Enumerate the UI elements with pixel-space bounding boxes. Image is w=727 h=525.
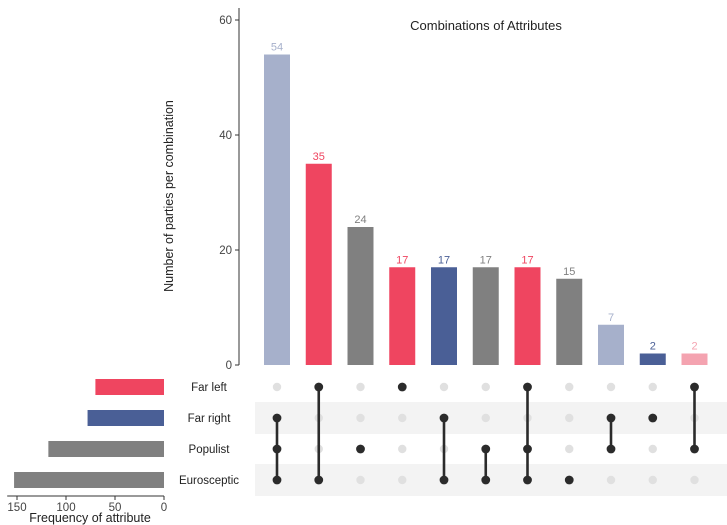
matrix-dot-filled <box>314 383 323 392</box>
matrix-dot-filled <box>648 414 657 423</box>
y-tick-label: 40 <box>219 130 232 142</box>
bar-value-label: 24 <box>354 214 366 226</box>
matrix-dot-filled <box>481 476 490 485</box>
bar-value-label: 17 <box>438 254 450 266</box>
bar-value-label: 7 <box>608 312 614 324</box>
matrix-dot-filled <box>523 476 532 485</box>
set-axis-tick-label: 150 <box>7 502 26 514</box>
matrix-dot-filled <box>356 445 365 454</box>
set-name-label: Eurosceptic <box>179 475 239 487</box>
intersection-bar <box>306 164 332 365</box>
set-name-label: Far right <box>188 413 232 425</box>
bar-value-label: 2 <box>691 341 697 353</box>
matrix-dot-empty <box>356 476 364 484</box>
intersection-bar <box>473 267 499 365</box>
intersection-bar <box>264 55 290 366</box>
bar-value-label: 54 <box>271 42 283 54</box>
set-size-axis-label: Frequency of attribute <box>29 511 151 525</box>
matrix-dot-empty <box>398 445 406 453</box>
intersection-bars <box>264 55 708 366</box>
intersection-bar <box>389 267 415 365</box>
matrix-dot-empty <box>398 414 406 422</box>
matrix-dot-empty <box>649 383 657 391</box>
bar-value-label: 15 <box>563 266 575 278</box>
matrix-dot-filled <box>314 476 323 485</box>
bar-value-label: 2 <box>650 341 656 353</box>
intersection-bar <box>598 325 624 365</box>
matrix-dot-empty <box>565 383 573 391</box>
set-name-label: Far left <box>191 382 228 394</box>
matrix-dot-filled <box>523 445 532 454</box>
matrix-dot-filled <box>440 414 449 423</box>
matrix-dot-empty <box>565 445 573 453</box>
intersection-bar <box>556 279 582 365</box>
chart-title: Combinations of Attributes <box>410 18 562 33</box>
y-tick-label: 20 <box>219 245 232 257</box>
matrix-dot-filled <box>607 414 616 423</box>
intersection-bar <box>682 354 708 366</box>
intersection-bar <box>640 354 666 366</box>
set-axis-tick-label: 100 <box>56 502 75 514</box>
set-size-bar <box>95 379 164 395</box>
y-tick-label: 60 <box>219 15 232 27</box>
matrix-dot-empty <box>482 383 490 391</box>
matrix-dot-empty <box>690 476 698 484</box>
matrix-dot-filled <box>607 445 616 454</box>
matrix-dot-empty <box>649 445 657 453</box>
y-tick-label: 0 <box>226 360 232 372</box>
matrix-dot-filled <box>273 445 282 454</box>
matrix-dot-empty <box>356 414 364 422</box>
matrix-dot-filled <box>523 383 532 392</box>
intersection-bar <box>515 267 541 365</box>
matrix-dot-filled <box>481 445 490 454</box>
y-axis-label: Number of parties per combination <box>162 100 176 292</box>
matrix-dot-filled <box>565 476 574 485</box>
set-size-bar <box>14 472 164 488</box>
matrix-dot-empty <box>607 383 615 391</box>
matrix-dot-empty <box>482 414 490 422</box>
set-size-bar <box>88 410 164 426</box>
matrix-dot-empty <box>356 383 364 391</box>
matrix-dot-filled <box>398 383 407 392</box>
bar-value-label: 17 <box>480 254 492 266</box>
intersection-bar <box>431 267 457 365</box>
matrix-dot-empty <box>565 414 573 422</box>
matrix-dot-empty <box>273 383 281 391</box>
intersection-bar <box>348 227 374 365</box>
matrix-dot-filled <box>273 476 282 485</box>
matrix-dot-filled <box>440 476 449 485</box>
matrix-dot-empty <box>649 476 657 484</box>
bar-value-label: 17 <box>521 254 533 266</box>
set-size-bar <box>48 441 164 457</box>
matrix-dot-empty <box>440 383 448 391</box>
matrix-dot-filled <box>690 445 699 454</box>
bar-value-label: 35 <box>313 151 325 163</box>
set-name-label: Populist <box>189 444 231 456</box>
bar-value-label: 17 <box>396 254 408 266</box>
y-axis: 0 20 40 60 <box>219 8 239 372</box>
matrix-dot-empty <box>398 476 406 484</box>
set-size-bars <box>14 379 164 488</box>
set-axis-tick-label: 0 <box>161 502 167 514</box>
matrix-dot-filled <box>273 414 282 423</box>
matrix-dot-empty <box>607 476 615 484</box>
set-name-labels: Far left Far right Populist Eurosceptic <box>179 382 239 487</box>
set-axis-tick-label: 50 <box>109 502 122 514</box>
matrix-dot-filled <box>690 383 699 392</box>
